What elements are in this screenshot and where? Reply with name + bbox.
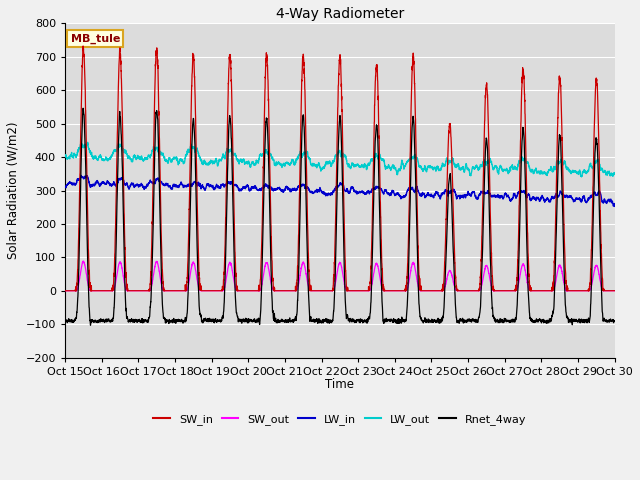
Title: 4-Way Radiometer: 4-Way Radiometer bbox=[276, 7, 404, 21]
Legend: SW_in, SW_out, LW_in, LW_out, Rnet_4way: SW_in, SW_out, LW_in, LW_out, Rnet_4way bbox=[149, 410, 531, 430]
Y-axis label: Solar Radiation (W/m2): Solar Radiation (W/m2) bbox=[7, 122, 20, 259]
Text: MB_tule: MB_tule bbox=[70, 34, 120, 44]
X-axis label: Time: Time bbox=[325, 378, 355, 391]
